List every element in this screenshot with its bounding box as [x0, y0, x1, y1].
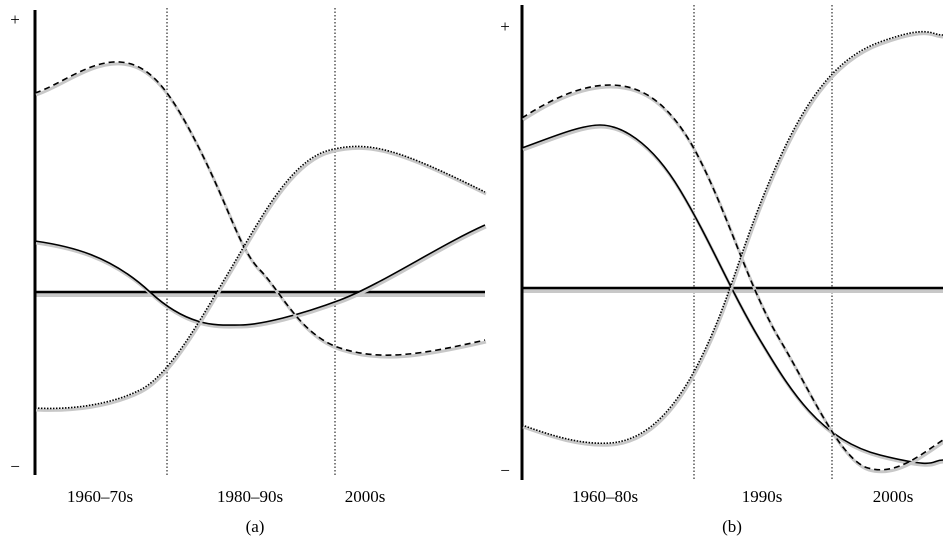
solid-curve — [521, 124, 943, 465]
dashed-curve — [521, 84, 943, 471]
period-label: 2000s — [345, 487, 386, 506]
curve-shadow — [522, 125, 943, 467]
period-label: 1960–80s — [572, 487, 638, 506]
period-label: 1990s — [742, 487, 783, 506]
period-label: 1960–70s — [67, 487, 133, 506]
dashed-curve — [34, 61, 486, 356]
period-label: 1980–90s — [217, 487, 283, 506]
curve-shadow — [35, 225, 487, 329]
panel-a: + − 1960–70s 1980–90s 2000s (a) — [10, 8, 487, 536]
curve-shadow — [522, 85, 943, 474]
curve-shadow — [522, 32, 943, 447]
dotted-curve — [521, 30, 943, 445]
dotted-curve — [34, 145, 486, 410]
minus-label: − — [10, 457, 20, 476]
solid-curve — [34, 224, 486, 326]
plus-label: + — [500, 17, 510, 36]
caption: (a) — [246, 517, 265, 536]
curve-shadow — [35, 62, 487, 359]
period-label: 2000s — [873, 487, 914, 506]
minus-label: − — [500, 461, 510, 480]
panel-b: + − 1960–80s 1990s 2000s (b) — [500, 5, 943, 536]
caption: (b) — [722, 517, 742, 536]
curve-shadow — [35, 146, 487, 412]
plus-label: + — [10, 10, 20, 29]
